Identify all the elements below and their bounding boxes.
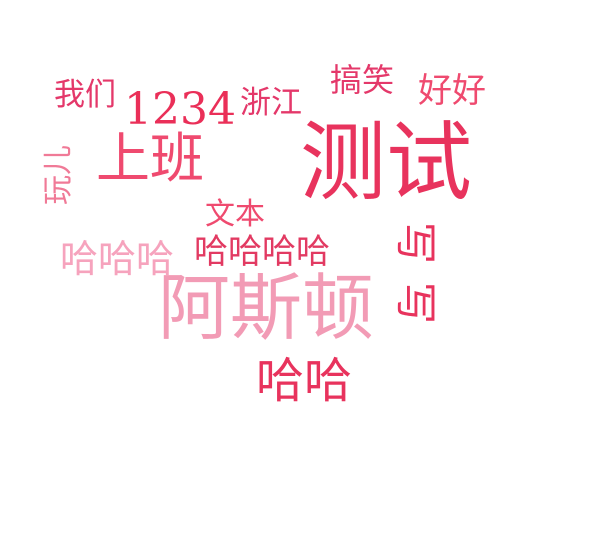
word-asidun: 阿斯顿 bbox=[158, 266, 375, 350]
word-hahahaha: 哈哈哈哈 bbox=[194, 232, 330, 272]
word-women: 我们 bbox=[54, 77, 116, 113]
word-xie-lower: 写 bbox=[391, 282, 440, 325]
word-zhejiang: 浙江 bbox=[240, 85, 302, 121]
word-1234: 1234 bbox=[124, 84, 236, 135]
word-haohao: 好好 bbox=[418, 71, 486, 111]
word-hahaha: 哈哈哈 bbox=[60, 237, 175, 281]
word-ceshi: 测试 bbox=[300, 113, 472, 213]
word-shangban: 上班 bbox=[96, 127, 204, 190]
word-wenben: 文本 bbox=[205, 197, 265, 232]
word-gaoxiao: 搞笑 bbox=[330, 61, 395, 99]
word-xie-upper: 写 bbox=[391, 222, 440, 265]
word-haha: 哈哈 bbox=[256, 353, 353, 409]
word-waner: 玩儿 bbox=[41, 145, 76, 205]
